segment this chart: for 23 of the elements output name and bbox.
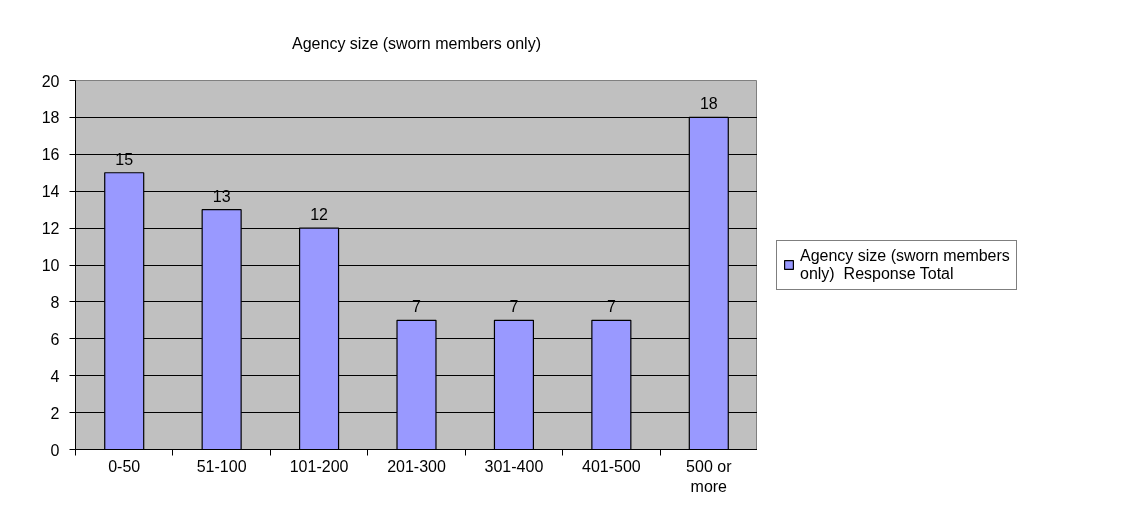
- x-tick-label: 301-400: [484, 457, 544, 475]
- x-tick-label: 101-200: [289, 457, 349, 475]
- y-tick-label: 6: [50, 330, 60, 348]
- data-label: 7: [509, 298, 519, 316]
- chart-title: Agency size (sworn members only): [292, 34, 541, 52]
- y-tick-label: 16: [41, 146, 60, 164]
- y-tick-label: 8: [50, 293, 60, 311]
- y-tick-label: 12: [41, 220, 60, 238]
- y-tick-label: 20: [41, 72, 60, 90]
- y-tick-label: 18: [41, 109, 60, 127]
- x-tick-label: 401-500: [582, 457, 641, 475]
- y-tick-label: 4: [50, 367, 60, 385]
- x-tick-label: 0-50: [108, 457, 141, 475]
- data-label: 18: [699, 95, 718, 113]
- data-label: 12: [310, 206, 329, 224]
- x-tick-label: 201-300: [387, 457, 446, 475]
- y-tick-label: 2: [50, 404, 60, 422]
- x-tick-label: 51-100: [196, 457, 247, 475]
- legend-label: Agency size (sworn members only) Response Total: [800, 246, 1010, 283]
- x-tick-label: 500 or more: [686, 457, 733, 495]
- y-tick-label: 14: [41, 183, 60, 201]
- y-tick-label: 0: [50, 441, 60, 459]
- y-tick-label: 10: [41, 257, 60, 274]
